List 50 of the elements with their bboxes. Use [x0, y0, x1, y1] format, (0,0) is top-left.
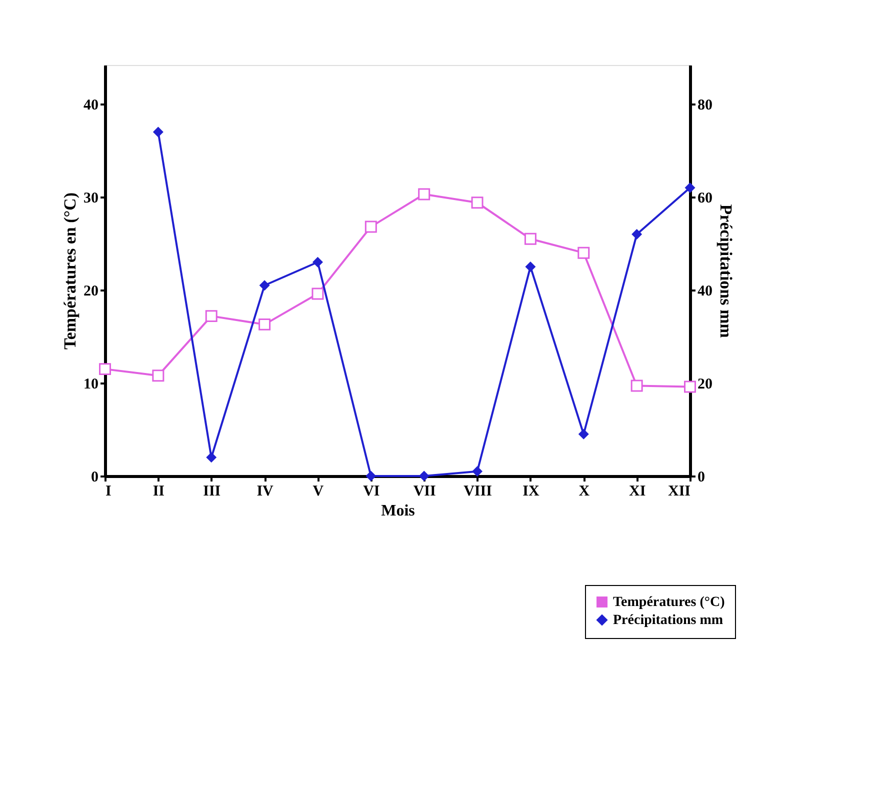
x-tick-label: IV — [256, 484, 274, 500]
y2-axis-title: Précipitations mm — [716, 204, 736, 338]
x-axis-title: Mois — [381, 502, 415, 520]
y2-tick-label: 0 — [698, 470, 705, 486]
y-tick-label: 10 — [84, 376, 98, 393]
y2-tick-label: 20 — [698, 376, 712, 393]
x-tick-label: XI — [628, 484, 646, 500]
x-tick-label: VIII — [464, 484, 492, 500]
point — [205, 310, 218, 322]
point — [472, 466, 483, 477]
x-tick-label: I — [106, 484, 112, 500]
point — [418, 188, 430, 200]
point — [312, 288, 324, 300]
y2-tick-label: 60 — [698, 190, 712, 207]
x-tick-label: II — [152, 484, 165, 500]
point — [684, 182, 696, 193]
point — [578, 246, 590, 259]
x-tick-label: X — [578, 484, 590, 500]
point — [471, 196, 484, 209]
point — [152, 370, 164, 382]
point — [418, 470, 430, 482]
legend-label: Précipitations mm — [613, 613, 724, 628]
point — [99, 363, 111, 376]
point — [684, 380, 696, 393]
point — [206, 452, 217, 463]
y-tick-label: 40 — [84, 98, 98, 114]
point — [152, 126, 164, 138]
x-tick-label: III — [203, 484, 221, 500]
legend-label: Températures (°C) — [613, 595, 726, 610]
point — [258, 318, 271, 330]
point — [578, 428, 589, 440]
x-tick-label: V — [312, 484, 324, 500]
point — [632, 228, 642, 240]
y2-tick-label: 40 — [698, 284, 712, 300]
x-tick-label: VI — [363, 484, 380, 500]
point — [312, 256, 323, 268]
y-tick-label: 0 — [91, 470, 98, 486]
y-tick-label: 20 — [84, 284, 98, 300]
y-axis-title: Températures en (°C) — [60, 192, 80, 350]
point — [364, 220, 377, 233]
x-tick-label: XII — [668, 484, 691, 500]
point — [524, 232, 536, 245]
x-tick-label: IX — [522, 484, 540, 500]
point — [366, 470, 376, 482]
point — [259, 280, 270, 291]
point — [630, 380, 643, 392]
x-tick-label: VII — [413, 484, 436, 500]
y2-tick-label: 80 — [698, 98, 712, 114]
y-tick-label: 30 — [84, 190, 98, 207]
point — [525, 262, 536, 272]
